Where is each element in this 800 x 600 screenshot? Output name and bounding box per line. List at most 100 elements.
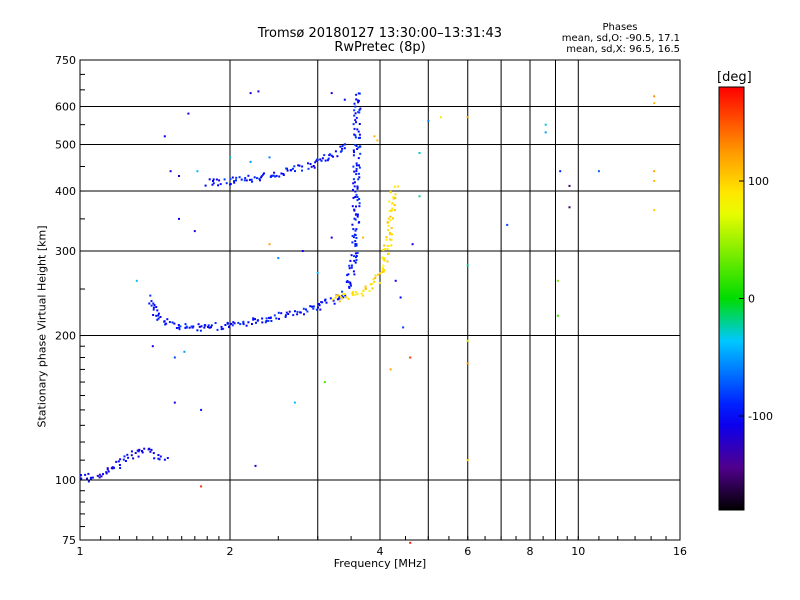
trace-point: [382, 249, 385, 252]
trace-point: [231, 324, 234, 327]
trace-point: [355, 173, 358, 176]
trace-point: [355, 98, 358, 101]
trace-point: [106, 467, 109, 470]
trace-point: [381, 267, 384, 269]
trace-point: [354, 229, 357, 232]
trace-point: [337, 294, 340, 297]
trace-point: [124, 460, 127, 462]
scatter-point: [556, 279, 559, 282]
trace-point: [354, 293, 357, 296]
y-tick-label: 600: [55, 101, 76, 114]
trace-point: [204, 324, 207, 327]
trace-point: [391, 233, 393, 236]
scatter-point: [135, 279, 138, 282]
trace-point: [178, 328, 181, 331]
trace-point: [357, 178, 360, 181]
trace-point: [211, 183, 214, 186]
trace-point: [358, 133, 361, 136]
trace-point: [292, 314, 295, 317]
trace-point: [355, 243, 358, 246]
colorbar-unit: [deg]: [717, 70, 752, 85]
scatter-point: [330, 92, 333, 95]
trace-point: [354, 243, 357, 245]
trace-point: [148, 302, 151, 305]
trace-point: [280, 172, 283, 175]
trace-point: [348, 267, 351, 270]
trace-point: [352, 236, 355, 239]
trace-point: [215, 178, 218, 181]
trace-point: [351, 241, 354, 244]
scatter-point: [402, 326, 405, 329]
trace-point: [118, 464, 121, 466]
trace-point: [150, 300, 153, 303]
trace-point: [354, 252, 357, 255]
x-tick-label: 16: [673, 545, 687, 558]
trace-point: [163, 458, 166, 461]
trace-point: [291, 167, 294, 170]
scatter-point: [653, 95, 656, 98]
scatter-point: [196, 170, 199, 173]
trace-point: [316, 158, 318, 161]
trace-point: [87, 480, 90, 483]
trace-point: [155, 314, 158, 317]
trace-point: [354, 119, 357, 122]
trace-point: [244, 177, 247, 180]
trace-point: [332, 299, 335, 302]
trace-point: [347, 297, 350, 300]
trace-point: [119, 458, 122, 461]
trace-point: [333, 302, 336, 305]
trace-point: [235, 176, 238, 179]
trace-point: [242, 320, 245, 323]
trace-point: [214, 322, 217, 324]
trace-point: [239, 323, 242, 326]
trace-point: [364, 287, 367, 290]
trace-point: [188, 326, 191, 329]
trace-point: [355, 170, 358, 173]
chart-subtitle: RwPretec (8p): [334, 40, 426, 55]
trace-point: [219, 183, 222, 186]
x-tick-label: 1: [77, 545, 84, 558]
trace-point: [210, 324, 213, 327]
trace-point: [284, 314, 287, 317]
trace-point: [342, 293, 345, 296]
trace-point: [358, 123, 361, 125]
y-tick-label: 300: [55, 245, 76, 258]
trace-point: [388, 252, 390, 255]
trace-point: [354, 261, 357, 264]
trace-point: [383, 257, 385, 260]
trace-point: [355, 256, 357, 259]
trace-point: [357, 92, 360, 95]
trace-point: [156, 318, 159, 321]
trace-point: [392, 196, 395, 198]
trace-point: [389, 231, 391, 234]
trace-point: [285, 311, 288, 314]
trace-point: [210, 326, 212, 329]
scatter-point: [427, 119, 430, 122]
trace-point: [389, 238, 392, 241]
trace-point: [352, 165, 355, 168]
trace-point: [318, 304, 321, 307]
trace-point: [204, 184, 207, 187]
scatter-point: [257, 90, 260, 93]
scatter-point: [362, 236, 365, 239]
scatter-point: [409, 356, 412, 359]
trace-point: [90, 477, 92, 480]
trace-point: [157, 314, 160, 317]
trace-point: [356, 187, 359, 190]
trace-point: [208, 326, 211, 329]
trace-point: [208, 178, 211, 181]
trace-point: [356, 292, 359, 295]
trace-point: [356, 185, 359, 188]
trace-point: [330, 154, 333, 157]
scatter-point: [277, 257, 280, 260]
trace-point: [357, 172, 360, 175]
trace-point: [268, 316, 270, 319]
trace-point: [389, 219, 392, 222]
trace-point: [98, 473, 101, 476]
scatter-point: [178, 217, 180, 220]
trace-point: [294, 310, 296, 313]
trace-point: [137, 450, 140, 453]
trace-point: [248, 178, 251, 181]
trace-point: [105, 472, 108, 475]
